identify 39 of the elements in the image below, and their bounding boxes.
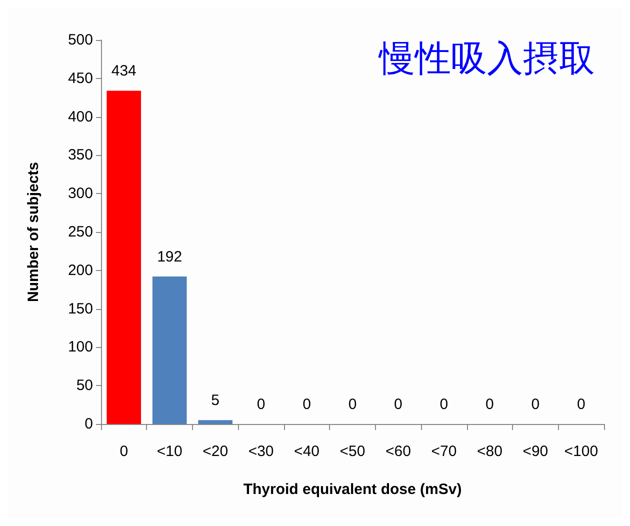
y-tick-label: 450	[68, 70, 93, 87]
data-label: 192	[157, 248, 182, 266]
x-tick-label: <80	[476, 443, 502, 460]
x-tick-label: <70	[431, 443, 457, 460]
x-tick-label: <30	[248, 443, 274, 460]
y-tick-label: 150	[68, 300, 93, 318]
data-label: 0	[531, 396, 540, 413]
y-axis-title: Number of subjects	[25, 162, 42, 302]
y-tick-label: 300	[68, 185, 93, 202]
y-tick-label: 50	[76, 377, 93, 394]
y-tick-label: 500	[68, 32, 93, 48]
y-tick-label: 100	[68, 338, 93, 356]
x-axis-title: Thyroid equivalent dose (mSv)	[243, 481, 462, 498]
x-tick-label: <90	[522, 443, 548, 460]
x-tick-label: <40	[294, 443, 320, 460]
chart-title: 慢性吸入摂取	[378, 38, 595, 80]
x-tick-label: <10	[156, 443, 182, 460]
data-label: 5	[211, 392, 220, 410]
y-tick-label: 400	[68, 108, 93, 126]
y-tick-label: 0	[84, 416, 93, 432]
x-tick-label: <50	[340, 443, 366, 460]
data-label: 434	[111, 62, 136, 80]
y-tick-label: 350	[68, 146, 93, 164]
x-tick-label: <20	[202, 443, 228, 460]
data-label: 0	[348, 396, 357, 413]
bar	[198, 420, 232, 424]
x-tick-label: 0	[120, 443, 128, 460]
y-tick-label: 250	[68, 224, 93, 240]
data-label: 0	[394, 396, 402, 413]
data-label: 0	[302, 396, 311, 413]
bar	[106, 90, 142, 424]
data-label: 0	[440, 396, 448, 413]
bar	[152, 276, 187, 424]
data-label: 0	[486, 396, 494, 413]
data-label: 0	[576, 396, 586, 413]
x-tick-label: <60	[386, 443, 411, 460]
x-tick-label: <100	[564, 443, 598, 460]
y-tick-label: 200	[68, 262, 93, 279]
data-label: 0	[256, 396, 266, 413]
